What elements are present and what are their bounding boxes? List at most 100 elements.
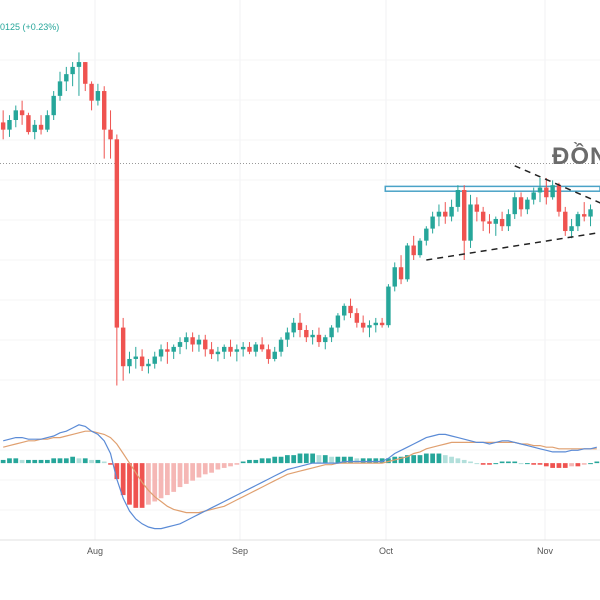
- candle-body: [95, 91, 101, 101]
- macd-histogram-bar: [95, 459, 101, 464]
- macd-histogram-bar: [499, 461, 505, 464]
- macd-histogram-bar: [247, 459, 252, 464]
- x-axis-tick-label: Sep: [232, 546, 248, 556]
- candle-body: [556, 185, 562, 212]
- macd-histogram-bar: [442, 455, 448, 464]
- macd-histogram-bar: [562, 463, 568, 468]
- macd-histogram-bar: [537, 463, 543, 465]
- macd-histogram-bar: [423, 453, 429, 464]
- candle-body: [304, 330, 309, 338]
- macd-histogram-bar: [45, 459, 50, 464]
- macd-histogram-bar: [63, 458, 69, 464]
- candle-body: [297, 322, 303, 330]
- candle-body: [379, 322, 385, 326]
- candle-body: [569, 226, 574, 232]
- candle-body: [177, 342, 183, 347]
- macd-histogram-bar: [82, 458, 88, 464]
- macd-histogram-bar: [487, 463, 492, 465]
- candle-body: [64, 74, 69, 82]
- macd-histogram-bar: [303, 453, 309, 464]
- macd-histogram-bar: [32, 459, 38, 464]
- candle-body: [26, 115, 31, 133]
- candle-body: [209, 349, 214, 355]
- macd-histogram-bar: [417, 455, 423, 464]
- macd-histogram-bar: [512, 461, 518, 464]
- macd-histogram-bar: [461, 459, 467, 464]
- macd-signal-line: [3, 430, 597, 514]
- candle-body: [102, 91, 107, 130]
- macd-histogram-bar: [152, 463, 158, 502]
- macd-histogram-bar: [221, 463, 227, 468]
- candle-body: [436, 211, 442, 217]
- candle-body: [512, 197, 517, 215]
- candle-body: [563, 211, 568, 232]
- macd-histogram-bar: [183, 463, 189, 484]
- candle-body: [139, 356, 145, 367]
- candle-body: [240, 346, 246, 350]
- macd-histogram-bar: [468, 461, 473, 464]
- macd-histogram-bar: [329, 456, 334, 464]
- candle-body: [474, 204, 480, 212]
- candle-body: [405, 245, 410, 280]
- macd-histogram-bar: [543, 463, 549, 467]
- macd-histogram-bar: [405, 455, 410, 464]
- candle-body: [83, 62, 88, 84]
- macd-histogram-bar: [310, 453, 315, 464]
- candle-body: [588, 209, 593, 217]
- candle-body: [424, 228, 429, 241]
- candle-body: [335, 315, 341, 328]
- candle-body: [392, 267, 397, 287]
- macd-histogram-bar: [411, 455, 417, 464]
- candle-body: [272, 351, 277, 359]
- macd-histogram-bar: [341, 456, 347, 464]
- candle-body: [32, 124, 37, 133]
- candle-body: [462, 190, 467, 241]
- candle-body: [120, 327, 126, 367]
- macd-histogram-bar: [259, 458, 265, 464]
- macd-histogram-bar: [449, 456, 454, 464]
- candle-body: [582, 214, 587, 217]
- macd-histogram-bar: [190, 463, 195, 481]
- candle-body: [165, 349, 170, 352]
- candle-body: [0, 122, 6, 130]
- candle-body: [443, 211, 448, 217]
- candle-body: [234, 349, 240, 352]
- candle-body: [417, 240, 423, 256]
- macd-histogram-bar: [493, 463, 499, 465]
- candle-body: [506, 214, 511, 227]
- macd-histogram-bar: [76, 458, 82, 464]
- macd-histogram-bar: [57, 458, 63, 464]
- macd-histogram-bar: [272, 456, 278, 464]
- macd-histogram-bar: [196, 463, 202, 478]
- x-axis-tick-label: Aug: [87, 546, 103, 556]
- macd-histogram-bar: [7, 458, 12, 464]
- watermark-text: ĐỒN: [552, 143, 600, 170]
- macd-histogram-bar: [506, 461, 511, 464]
- candle-body: [158, 349, 164, 357]
- macd-histogram-bar: [480, 463, 486, 465]
- macd-histogram-bar: [158, 463, 164, 499]
- macd-histogram-bar: [354, 458, 360, 464]
- macd-histogram-bar: [367, 458, 372, 464]
- candle-body: [184, 337, 189, 343]
- macd-histogram-bar: [550, 463, 555, 468]
- candle-body: [291, 322, 296, 333]
- candle-body: [203, 339, 208, 350]
- macd-histogram-bar: [398, 456, 404, 464]
- candle-body: [354, 313, 360, 323]
- macd-histogram-bar: [120, 463, 126, 496]
- macd-histogram-bar: [360, 458, 366, 464]
- candle-body: [480, 211, 486, 222]
- macd-histogram-bar: [569, 463, 574, 467]
- macd-histogram-bar: [575, 463, 581, 467]
- macd-histogram-bar: [127, 463, 132, 505]
- macd-histogram-bar: [373, 458, 379, 464]
- macd-histogram-bar: [26, 459, 31, 464]
- macd-histogram-bar: [19, 459, 25, 464]
- macd-histogram-bar: [525, 463, 530, 465]
- candle-body: [146, 363, 151, 367]
- macd-histogram-bar: [253, 459, 259, 464]
- macd-histogram-bar: [165, 463, 170, 496]
- macd-histogram-bar: [240, 461, 246, 464]
